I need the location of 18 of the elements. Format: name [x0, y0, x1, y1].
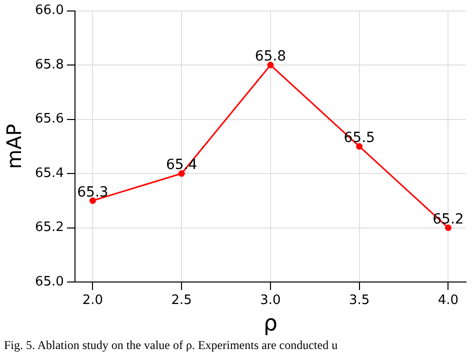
point	[89, 197, 96, 204]
y-tick-label: 65.6	[34, 112, 64, 127]
y-tick-label: 65.4	[34, 166, 64, 181]
data-label: 65.3	[77, 184, 108, 200]
y-tick-label: 65.8	[34, 57, 64, 72]
caption: Fig. 5. Ablation study on the value of ρ. Experiments are conducted u	[4, 338, 339, 352]
data-label: 65.8	[254, 48, 286, 65]
x-tick-label: 2.0	[82, 293, 104, 308]
x-tick-label: 4.0	[438, 293, 459, 308]
y-axis-title: mAP	[2, 124, 26, 170]
x-axis-title: ρ	[263, 312, 278, 337]
x-tick-label: 3.0	[260, 293, 281, 308]
y-tick-label: 66.0	[34, 3, 64, 18]
point	[267, 62, 274, 68]
x-tick-label: 3.5	[349, 293, 370, 308]
y-tick-label: 65.0	[34, 274, 64, 290]
x-tick-label: 2.5	[171, 293, 192, 308]
y-tick-label: 65.2	[34, 220, 64, 236]
